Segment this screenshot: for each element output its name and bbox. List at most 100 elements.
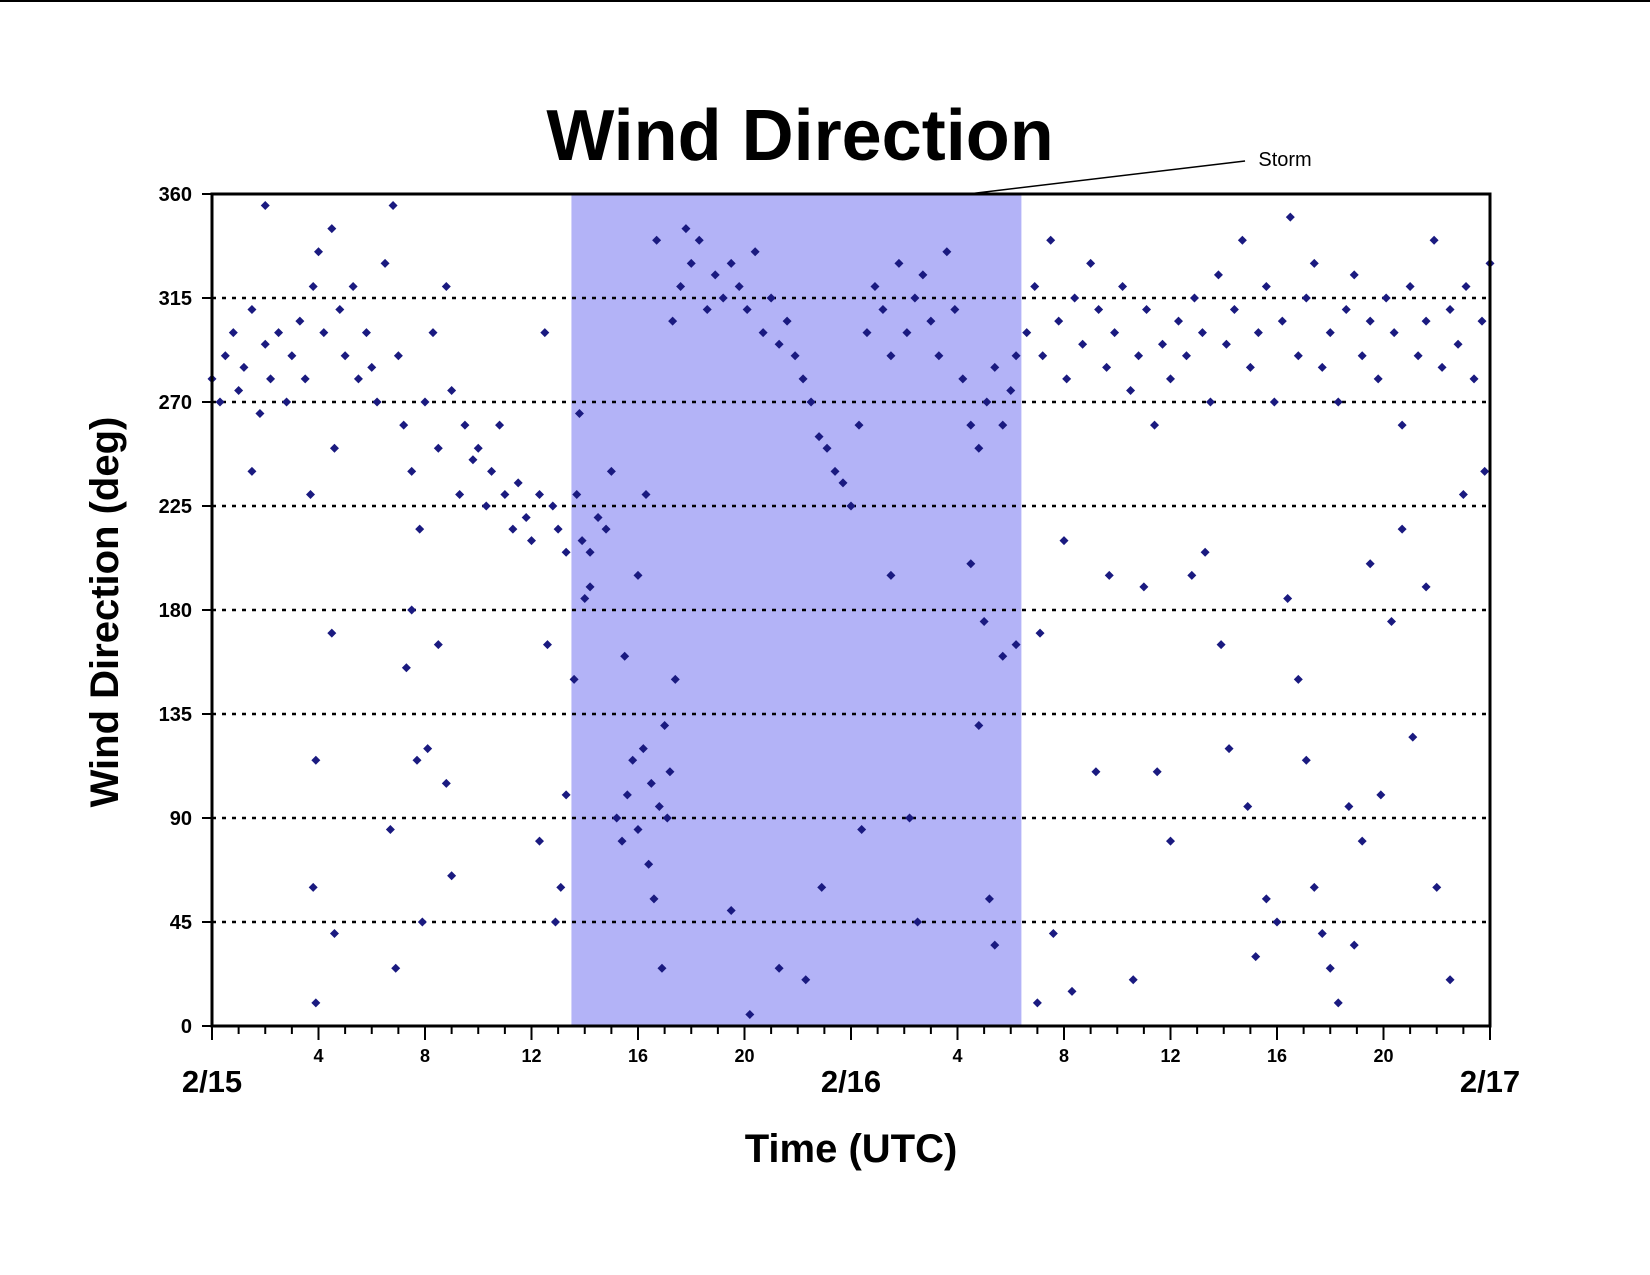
y-tick-label-45: 45: [170, 912, 192, 934]
data-point-55: [260, 201, 270, 211]
data-point-214: [1389, 328, 1399, 338]
data-point-72: [311, 755, 321, 765]
y-tick-label-225: 225: [159, 496, 192, 518]
data-point-162: [974, 721, 984, 731]
x-tick-label-4: 20: [734, 1046, 754, 1066]
data-point-46: [513, 478, 523, 488]
data-point-25: [372, 397, 382, 407]
data-point-241: [1272, 917, 1282, 927]
data-point-3: [228, 328, 238, 338]
data-point-76: [556, 882, 566, 892]
data-point-27: [388, 201, 398, 211]
data-point-53: [561, 547, 571, 557]
data-point-192: [1213, 270, 1223, 280]
data-point-212: [1373, 374, 1383, 384]
data-point-166: [998, 651, 1008, 661]
data-point-208: [1341, 305, 1351, 315]
data-point-112: [702, 305, 712, 315]
data-point-31: [415, 524, 425, 534]
data-point-181: [1126, 385, 1136, 395]
data-point-96: [660, 721, 670, 731]
data-point-242: [1283, 593, 1293, 603]
data-point-70: [329, 929, 339, 939]
data-point-170: [1038, 351, 1048, 361]
data-point-68: [308, 882, 318, 892]
data-point-216: [1405, 281, 1415, 291]
y-tick-label-270: 270: [159, 392, 192, 414]
data-point-188: [1181, 351, 1191, 361]
data-point-169: [1030, 281, 1040, 291]
data-point-262: [1166, 836, 1175, 846]
data-point-108: [676, 281, 686, 291]
data-point-111: [694, 235, 704, 245]
data-point-48: [527, 536, 536, 546]
x-axis-label: Time (UTC): [745, 1127, 958, 1171]
data-point-187: [1173, 316, 1183, 326]
data-point-209: [1349, 270, 1359, 280]
data-point-33: [428, 328, 438, 338]
y-tick-label-180: 180: [159, 600, 192, 622]
data-point-134: [878, 305, 888, 315]
x-date-label-2: 2/17: [1460, 1064, 1520, 1099]
data-point-74: [542, 640, 552, 650]
data-point-80: [585, 547, 595, 557]
data-point-233: [1139, 582, 1149, 592]
data-point-259: [1445, 975, 1455, 985]
data-point-49: [534, 489, 544, 499]
data-point-40: [473, 443, 483, 453]
data-point-101: [657, 963, 667, 973]
data-point-32: [420, 397, 430, 407]
x-tick-label-3: 16: [628, 1046, 648, 1066]
data-point-120: [766, 293, 776, 303]
data-point-60: [401, 663, 411, 673]
data-point-153: [745, 1009, 755, 1019]
data-point-44: [500, 489, 510, 499]
data-point-23: [361, 328, 371, 338]
data-point-176: [1086, 258, 1096, 268]
data-point-78: [572, 489, 582, 499]
data-point-196: [1245, 362, 1255, 372]
data-point-230: [1067, 986, 1077, 996]
data-point-136: [894, 258, 904, 268]
data-point-175: [1078, 339, 1088, 349]
data-point-124: [798, 374, 808, 384]
scatter-points: [207, 201, 1495, 1019]
data-point-130: [846, 501, 856, 511]
data-point-144: [958, 374, 968, 384]
data-point-4: [234, 385, 244, 395]
data-point-50: [540, 328, 550, 338]
data-point-119: [758, 328, 768, 338]
data-point-224: [1469, 374, 1479, 384]
data-point-255: [1397, 524, 1407, 534]
y-tick-label-315: 315: [159, 288, 192, 310]
data-point-131: [854, 420, 864, 430]
data-point-264: [1059, 536, 1069, 546]
data-point-263: [1091, 767, 1101, 777]
data-point-20: [340, 351, 350, 361]
data-point-116: [734, 281, 744, 291]
y-axis-ticks: 0 45 90 135 180 225 270 315 360: [159, 184, 212, 1038]
data-point-87: [569, 674, 579, 684]
x-date-label-0: 2/15: [182, 1064, 242, 1099]
data-point-113: [710, 270, 720, 280]
data-point-191: [1205, 397, 1215, 407]
data-point-122: [782, 316, 792, 326]
data-point-186: [1166, 374, 1175, 384]
data-point-138: [910, 293, 920, 303]
data-point-229: [1048, 929, 1058, 939]
data-point-219: [1429, 235, 1439, 245]
data-point-197: [1253, 328, 1263, 338]
data-point-10: [274, 328, 284, 338]
data-point-178: [1102, 362, 1112, 372]
data-point-81: [593, 513, 603, 523]
data-point-6: [247, 305, 257, 315]
data-point-52: [553, 524, 563, 534]
data-point-115: [726, 258, 736, 268]
data-point-37: [455, 489, 465, 499]
data-point-121: [774, 339, 784, 349]
data-point-171: [1046, 235, 1056, 245]
data-point-34: [433, 443, 443, 453]
data-point-2: [220, 351, 230, 361]
data-point-17: [319, 328, 329, 338]
data-point-102: [662, 813, 672, 823]
